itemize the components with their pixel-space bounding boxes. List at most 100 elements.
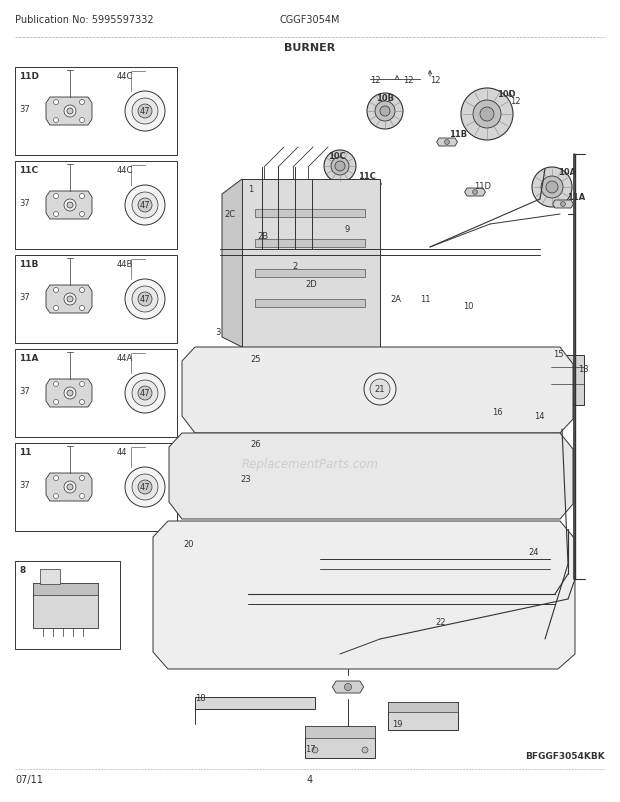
Text: 12: 12 — [403, 76, 414, 85]
Text: 37: 37 — [19, 199, 30, 209]
Text: 22: 22 — [435, 618, 446, 626]
Circle shape — [125, 92, 165, 132]
Circle shape — [138, 105, 152, 119]
Polygon shape — [46, 473, 92, 501]
Bar — [388, 702, 458, 712]
Circle shape — [53, 194, 58, 199]
Bar — [15, 162, 177, 249]
Text: 11A: 11A — [567, 192, 585, 202]
Circle shape — [79, 288, 84, 294]
Text: 44C: 44C — [117, 72, 133, 81]
Text: 19: 19 — [392, 719, 402, 728]
Circle shape — [472, 190, 477, 195]
Text: 47: 47 — [140, 389, 150, 398]
Text: 37: 37 — [19, 294, 30, 302]
Circle shape — [324, 151, 356, 183]
Circle shape — [534, 419, 554, 439]
Circle shape — [560, 202, 565, 207]
Circle shape — [67, 484, 73, 490]
Circle shape — [445, 140, 449, 145]
Text: CGGF3054M: CGGF3054M — [280, 15, 340, 25]
Text: 10A: 10A — [558, 168, 576, 176]
Text: 44B: 44B — [117, 260, 133, 269]
Polygon shape — [169, 433, 573, 520]
Circle shape — [79, 194, 84, 199]
Text: 8: 8 — [19, 565, 25, 574]
Bar — [15, 561, 120, 649]
Bar — [255, 300, 365, 308]
Polygon shape — [222, 180, 262, 347]
Bar — [255, 240, 365, 248]
Bar — [15, 444, 177, 532]
Circle shape — [362, 747, 368, 753]
Circle shape — [473, 101, 501, 129]
Text: 2C: 2C — [224, 210, 235, 219]
Circle shape — [125, 280, 165, 320]
Circle shape — [480, 107, 494, 122]
Bar — [305, 726, 375, 738]
Circle shape — [79, 100, 84, 105]
Bar — [15, 68, 177, 156]
Circle shape — [53, 213, 58, 217]
Polygon shape — [46, 192, 92, 220]
Bar — [40, 569, 60, 585]
Text: 11: 11 — [19, 448, 32, 456]
Text: 17: 17 — [305, 744, 316, 753]
Text: 11C: 11C — [19, 166, 38, 175]
Circle shape — [53, 494, 58, 499]
Circle shape — [79, 494, 84, 499]
Circle shape — [64, 106, 76, 118]
Circle shape — [79, 382, 84, 387]
Bar — [551, 355, 584, 406]
Circle shape — [67, 391, 73, 396]
Polygon shape — [361, 180, 381, 188]
Circle shape — [367, 94, 403, 130]
Text: 10C: 10C — [328, 152, 346, 160]
Circle shape — [132, 286, 158, 313]
Text: ReplacementParts.com: ReplacementParts.com — [242, 458, 378, 471]
Text: 2B: 2B — [257, 232, 268, 241]
Bar — [255, 210, 365, 217]
Circle shape — [79, 306, 84, 311]
Text: 44A: 44A — [117, 354, 133, 363]
Circle shape — [132, 99, 158, 125]
Polygon shape — [464, 188, 485, 196]
Text: BFGGF3054KBK: BFGGF3054KBK — [525, 751, 605, 760]
Text: Publication No: 5995597332: Publication No: 5995597332 — [15, 15, 154, 25]
Circle shape — [67, 109, 73, 115]
Circle shape — [380, 107, 390, 117]
Text: 11B: 11B — [449, 130, 467, 139]
Bar — [195, 697, 315, 709]
Circle shape — [546, 182, 558, 194]
Text: 23: 23 — [240, 475, 250, 484]
Text: 11D: 11D — [19, 72, 39, 81]
Circle shape — [532, 168, 572, 208]
Text: 44C: 44C — [117, 166, 133, 175]
Bar — [33, 583, 98, 595]
Text: 11D: 11D — [474, 182, 491, 191]
Circle shape — [79, 119, 84, 124]
Circle shape — [132, 380, 158, 407]
Text: 37: 37 — [19, 105, 30, 115]
Text: 10D: 10D — [497, 90, 516, 99]
Text: 26: 26 — [250, 439, 260, 448]
Circle shape — [138, 387, 152, 400]
Circle shape — [138, 199, 152, 213]
Circle shape — [53, 382, 58, 387]
Text: 2: 2 — [292, 261, 297, 270]
Text: 44: 44 — [117, 448, 128, 456]
Text: 12: 12 — [510, 97, 521, 106]
Bar — [305, 726, 375, 758]
Text: BURNER: BURNER — [285, 43, 335, 53]
Polygon shape — [46, 286, 92, 314]
Circle shape — [132, 192, 158, 219]
Polygon shape — [182, 347, 573, 433]
Circle shape — [79, 476, 84, 481]
Text: 1: 1 — [248, 184, 253, 194]
Circle shape — [79, 400, 84, 405]
Circle shape — [375, 102, 395, 122]
Text: 15: 15 — [553, 350, 564, 358]
Polygon shape — [153, 521, 575, 669]
Text: 37: 37 — [19, 387, 30, 396]
Circle shape — [67, 203, 73, 209]
